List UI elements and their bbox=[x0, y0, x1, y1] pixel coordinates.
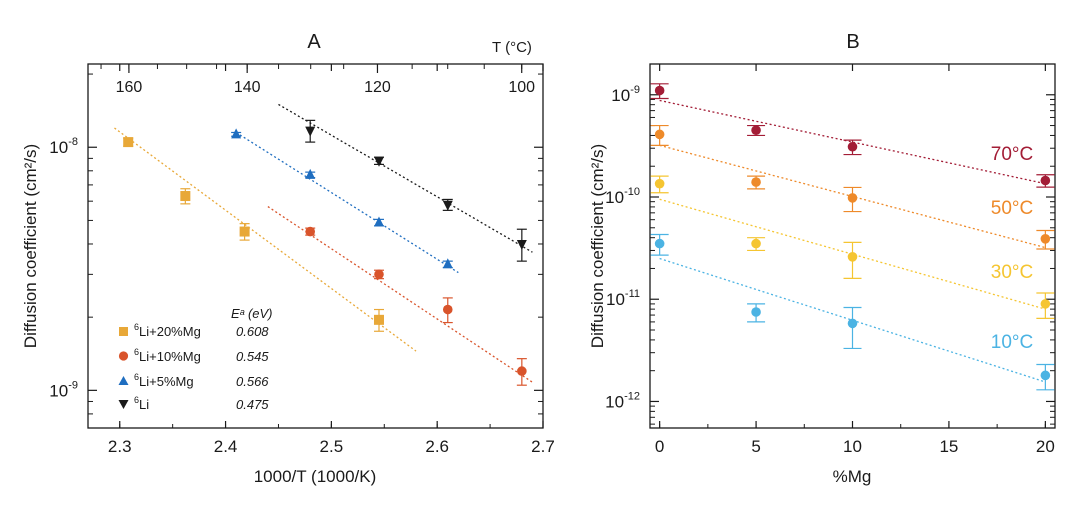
x-tick-label: 5 bbox=[751, 437, 760, 456]
x-tick-label: 2.5 bbox=[320, 437, 344, 456]
x-tick-label: 2.4 bbox=[214, 437, 238, 456]
data-point-10-c bbox=[654, 238, 665, 249]
data-point-30-c bbox=[847, 252, 858, 262]
data-point-6li-5-mg bbox=[305, 168, 316, 179]
legend-marker-5mg bbox=[118, 376, 129, 385]
legend-header: Eᵃ (eV) bbox=[231, 306, 273, 321]
data-point-6li-10-mg bbox=[442, 304, 453, 315]
y-tick-label: 10-11 bbox=[606, 288, 640, 309]
series-label-50-c: 50°C bbox=[991, 198, 1033, 219]
legend-ea-5mg: 0.566 bbox=[236, 374, 269, 389]
y-tick-label: 10-8 bbox=[49, 136, 78, 157]
x-tick-label: 20 bbox=[1036, 437, 1055, 456]
legend-marker-li bbox=[118, 400, 129, 409]
data-point-6li bbox=[442, 200, 453, 211]
fit-line-6li-5-mg bbox=[235, 131, 459, 274]
x-tick-label: 2.7 bbox=[531, 437, 555, 456]
data-point-10-c bbox=[1040, 370, 1051, 381]
y-tick-label: 10-10 bbox=[605, 186, 640, 207]
panel-b-y-axis-label: Diffusion coefficient (cm²/s) bbox=[588, 144, 607, 348]
series-10-c bbox=[650, 233, 1055, 391]
series-6li-5-mg bbox=[231, 128, 459, 274]
data-point-6li-5-mg bbox=[373, 216, 384, 227]
data-point-30-c bbox=[654, 178, 665, 189]
data-point-6li-5-mg bbox=[442, 258, 453, 269]
data-point-70-c bbox=[751, 125, 761, 136]
panel-a-title: A bbox=[307, 31, 321, 53]
top-tick-label: 140 bbox=[234, 79, 261, 96]
fit-line-6li bbox=[278, 103, 533, 253]
series-6li bbox=[278, 103, 533, 262]
data-point-6li-20-mg bbox=[239, 226, 250, 237]
legend-marker-10mg bbox=[118, 351, 129, 361]
data-point-6li bbox=[516, 239, 527, 250]
x-tick-label: 2.6 bbox=[425, 437, 449, 456]
panel-b: B 0 5 10 15 20 10-9 10-10 10-11 10-12 70°C 50°C 30°… bbox=[588, 31, 1056, 486]
data-point-10-c bbox=[847, 318, 858, 329]
legend-label-5mg: 6Li+5%Mg bbox=[134, 372, 194, 389]
data-point-50-c bbox=[847, 193, 858, 203]
data-point-70-c bbox=[847, 141, 858, 152]
data-point-6li-5-mg bbox=[231, 128, 242, 139]
data-point-6li-20-mg bbox=[123, 137, 134, 148]
legend-marker-20mg bbox=[119, 327, 128, 336]
series-50-c bbox=[650, 124, 1055, 250]
data-point-10-c bbox=[751, 307, 761, 317]
legend-ea-10mg: 0.545 bbox=[236, 349, 269, 364]
panel-b-x-axis-label: %Mg bbox=[833, 467, 872, 486]
series-6li-10-mg bbox=[267, 206, 533, 386]
top-axis-label: T (°C) bbox=[492, 39, 532, 56]
panel-a: A T (°C) 2.3 2.4 2.5 2.6 2.7 10-8 10-9 160 140 12… bbox=[21, 31, 555, 486]
legend-ea-20mg: 0.608 bbox=[236, 324, 269, 339]
legend-label-li: 6Li bbox=[134, 395, 149, 412]
series-6li-20-mg bbox=[114, 127, 417, 352]
legend: Eᵃ (eV) 6Li+20%Mg 0.608 6Li+10%Mg 0.545 … bbox=[118, 306, 273, 412]
panel-b-plot: 0 5 10 15 20 10-9 10-10 10-11 10-12 70°C 50°C 30°C 1… bbox=[605, 63, 1055, 456]
series-30-c bbox=[650, 175, 1055, 319]
y-tick-label: 10-9 bbox=[49, 379, 78, 400]
x-tick-label: 0 bbox=[655, 437, 664, 456]
top-tick-label: 120 bbox=[364, 79, 391, 96]
top-tick-label: 100 bbox=[508, 79, 535, 96]
y-tick-label: 10-9 bbox=[611, 84, 640, 105]
data-point-30-c bbox=[751, 238, 761, 249]
panel-a-x-axis-label: 1000/T (1000/K) bbox=[254, 467, 377, 486]
data-point-30-c bbox=[1040, 299, 1051, 309]
legend-label-20mg: 6Li+20%Mg bbox=[134, 322, 201, 339]
x-tick-label: 15 bbox=[939, 437, 958, 456]
panel-b-title: B bbox=[846, 31, 859, 53]
y-tick-label: 10-12 bbox=[605, 390, 640, 411]
top-tick-label: 160 bbox=[116, 79, 143, 96]
data-point-6li-10-mg bbox=[517, 366, 527, 376]
data-point-50-c bbox=[751, 177, 761, 187]
series-label-70-c: 70°C bbox=[991, 144, 1033, 165]
panel-a-frame bbox=[87, 63, 544, 429]
fit-line-6li-10-mg bbox=[267, 206, 533, 383]
panel-a-plot: 2.3 2.4 2.5 2.6 2.7 10-8 10-9 160 140 120 100 bbox=[49, 64, 555, 456]
data-point-50-c bbox=[1040, 234, 1051, 244]
data-point-70-c bbox=[1040, 175, 1051, 186]
x-tick-label: 10 bbox=[843, 437, 862, 456]
legend-label-10mg: 6Li+10%Mg bbox=[134, 347, 201, 364]
fit-line-70-c bbox=[659, 99, 1046, 185]
series-70-c bbox=[650, 83, 1055, 188]
panel-a-y-axis-label: Diffusion coefficient (cm²/s) bbox=[21, 144, 40, 348]
data-point-6li-20-mg bbox=[373, 314, 384, 325]
fit-line-30-c bbox=[659, 198, 1046, 310]
data-point-6li bbox=[305, 126, 316, 137]
data-point-6li-10-mg bbox=[374, 269, 384, 280]
legend-ea-li: 0.475 bbox=[236, 397, 269, 412]
data-point-50-c bbox=[654, 129, 665, 140]
series-label-30-c: 30°C bbox=[991, 262, 1033, 283]
data-point-70-c bbox=[654, 85, 665, 96]
data-point-6li bbox=[373, 156, 384, 167]
data-point-6li-10-mg bbox=[305, 226, 316, 237]
data-point-6li-20-mg bbox=[180, 191, 191, 202]
x-tick-label: 2.3 bbox=[108, 437, 132, 456]
series-label-10-c: 10°C bbox=[991, 332, 1033, 353]
